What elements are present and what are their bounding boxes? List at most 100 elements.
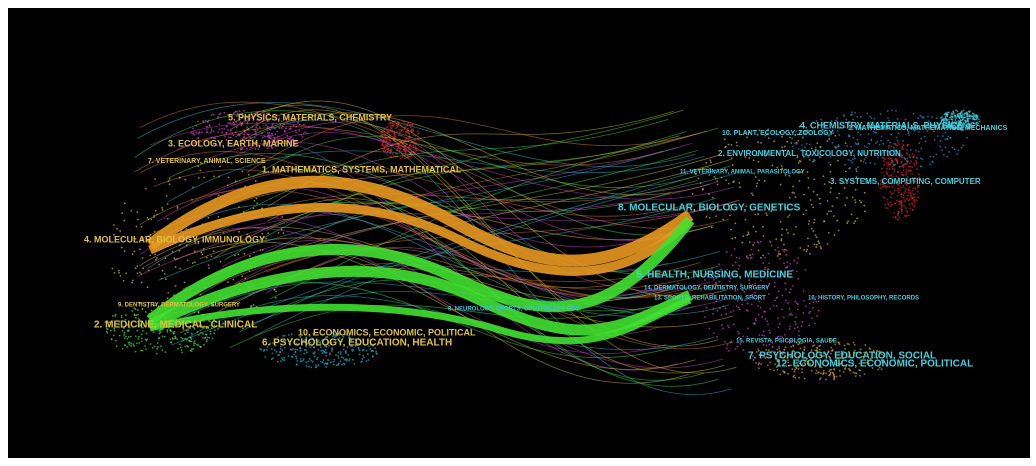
- dot: [733, 248, 736, 250]
- dot: [763, 273, 765, 275]
- dot: [940, 117, 942, 119]
- dot: [824, 352, 827, 355]
- dot: [948, 118, 950, 121]
- dot: [953, 148, 956, 151]
- dot: [853, 351, 856, 354]
- dot: [105, 330, 108, 333]
- dot: [340, 351, 342, 353]
- dot: [822, 175, 825, 178]
- dot: [731, 237, 734, 240]
- dot: [311, 337, 314, 340]
- dot: [871, 367, 874, 369]
- dot: [280, 127, 283, 130]
- dot: [113, 329, 116, 332]
- dot: [333, 336, 336, 338]
- dot: [124, 314, 127, 317]
- dot: [729, 209, 731, 211]
- dot: [283, 130, 286, 133]
- dot: [943, 125, 945, 127]
- dot: [167, 291, 170, 294]
- dot: [697, 177, 700, 180]
- dot: [891, 203, 893, 206]
- dot: [803, 193, 806, 196]
- dot: [740, 283, 742, 286]
- dot: [720, 268, 723, 271]
- dot: [762, 343, 765, 346]
- dot: [852, 361, 855, 363]
- dot: [308, 335, 311, 337]
- dot: [804, 129, 807, 132]
- dot: [752, 225, 755, 228]
- dot: [975, 114, 977, 117]
- dot: [403, 128, 406, 131]
- main-link: [146, 175, 694, 267]
- dot: [253, 199, 256, 202]
- dot: [920, 147, 923, 150]
- dot: [784, 206, 787, 209]
- dot: [271, 134, 274, 137]
- dot: [739, 343, 742, 345]
- dot: [787, 302, 789, 304]
- dot: [882, 361, 885, 364]
- dot: [724, 340, 726, 343]
- dot: [765, 286, 768, 289]
- dot: [873, 356, 876, 359]
- dot: [734, 347, 737, 350]
- dot: [131, 310, 134, 312]
- dot: [152, 331, 155, 334]
- dot: [732, 323, 735, 326]
- dot: [765, 349, 768, 351]
- dot: [335, 354, 337, 357]
- dot: [769, 307, 772, 310]
- dot: [791, 368, 794, 370]
- dot: [822, 372, 825, 374]
- dot: [412, 134, 415, 137]
- dot: [789, 339, 792, 342]
- dot: [334, 334, 337, 337]
- dot: [135, 342, 138, 345]
- dot: [770, 350, 773, 353]
- dot: [908, 214, 910, 217]
- dot: [781, 167, 784, 170]
- dot: [951, 115, 954, 118]
- dot: [382, 149, 385, 151]
- left-label: 3. ECOLOGY, EARTH, MARINE: [168, 138, 299, 148]
- dot: [294, 348, 296, 351]
- dot: [289, 137, 292, 140]
- dot: [808, 158, 811, 161]
- dot: [833, 234, 836, 236]
- dot: [205, 256, 208, 259]
- dot: [184, 178, 187, 181]
- dot: [808, 302, 811, 305]
- dot: [237, 253, 240, 256]
- dot: [767, 128, 770, 131]
- dot: [260, 139, 263, 142]
- dot: [764, 154, 767, 157]
- dot: [947, 123, 950, 126]
- dot: [145, 348, 147, 351]
- dot: [252, 304, 255, 306]
- dot: [836, 120, 839, 123]
- dot: [229, 122, 231, 124]
- dot: [847, 122, 850, 125]
- dot: [708, 174, 711, 176]
- dot: [263, 113, 266, 115]
- dot: [304, 131, 306, 134]
- dot: [931, 116, 934, 118]
- dot: [844, 368, 846, 370]
- dot: [193, 340, 196, 343]
- dot: [791, 137, 793, 140]
- dot: [812, 306, 814, 309]
- dot: [328, 353, 331, 356]
- dot: [854, 375, 857, 377]
- dot: [729, 277, 732, 280]
- dot: [896, 171, 899, 174]
- dot: [959, 119, 962, 122]
- dot: [369, 343, 372, 346]
- link: [149, 122, 734, 200]
- dot: [265, 348, 268, 351]
- dot: [182, 328, 185, 331]
- dot: [874, 361, 877, 364]
- dot: [750, 303, 753, 306]
